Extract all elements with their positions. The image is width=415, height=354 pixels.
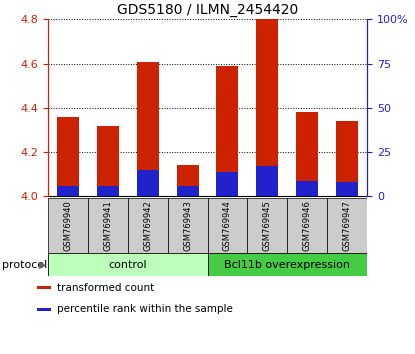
Bar bbox=[256, 166, 278, 196]
Text: GSM769940: GSM769940 bbox=[63, 200, 72, 251]
Text: GSM769941: GSM769941 bbox=[103, 200, 112, 251]
Title: GDS5180 / ILMN_2454420: GDS5180 / ILMN_2454420 bbox=[117, 3, 298, 17]
Text: control: control bbox=[108, 259, 147, 270]
Bar bbox=[97, 186, 119, 196]
Bar bbox=[37, 308, 51, 310]
Bar bbox=[168, 198, 208, 253]
Bar bbox=[97, 126, 119, 196]
Bar bbox=[48, 253, 208, 276]
Text: transformed count: transformed count bbox=[57, 283, 154, 293]
Text: GSM769943: GSM769943 bbox=[183, 200, 192, 251]
Bar bbox=[57, 186, 79, 196]
Bar bbox=[57, 117, 79, 196]
Bar bbox=[336, 182, 358, 196]
Text: ▶: ▶ bbox=[39, 259, 47, 270]
Bar bbox=[208, 253, 367, 276]
Text: percentile rank within the sample: percentile rank within the sample bbox=[57, 304, 233, 314]
Bar bbox=[336, 121, 358, 196]
Text: GSM769947: GSM769947 bbox=[343, 200, 352, 251]
Bar bbox=[217, 172, 239, 196]
Bar bbox=[48, 198, 88, 253]
Bar bbox=[296, 113, 318, 196]
Bar bbox=[247, 198, 287, 253]
Bar bbox=[208, 198, 247, 253]
Bar bbox=[256, 19, 278, 196]
Bar bbox=[217, 66, 239, 196]
Bar bbox=[88, 198, 128, 253]
Bar bbox=[327, 198, 367, 253]
Bar bbox=[176, 166, 198, 196]
Text: GSM769944: GSM769944 bbox=[223, 200, 232, 251]
Bar bbox=[128, 198, 168, 253]
Text: GSM769942: GSM769942 bbox=[143, 200, 152, 251]
Bar bbox=[287, 198, 327, 253]
Text: GSM769946: GSM769946 bbox=[303, 200, 312, 251]
Text: GSM769945: GSM769945 bbox=[263, 200, 272, 251]
Bar bbox=[176, 186, 198, 196]
Bar bbox=[296, 181, 318, 196]
Bar bbox=[137, 170, 159, 196]
Text: Bcl11b overexpression: Bcl11b overexpression bbox=[225, 259, 350, 270]
Bar bbox=[137, 62, 159, 196]
Text: protocol: protocol bbox=[2, 259, 47, 270]
Bar bbox=[37, 286, 51, 290]
